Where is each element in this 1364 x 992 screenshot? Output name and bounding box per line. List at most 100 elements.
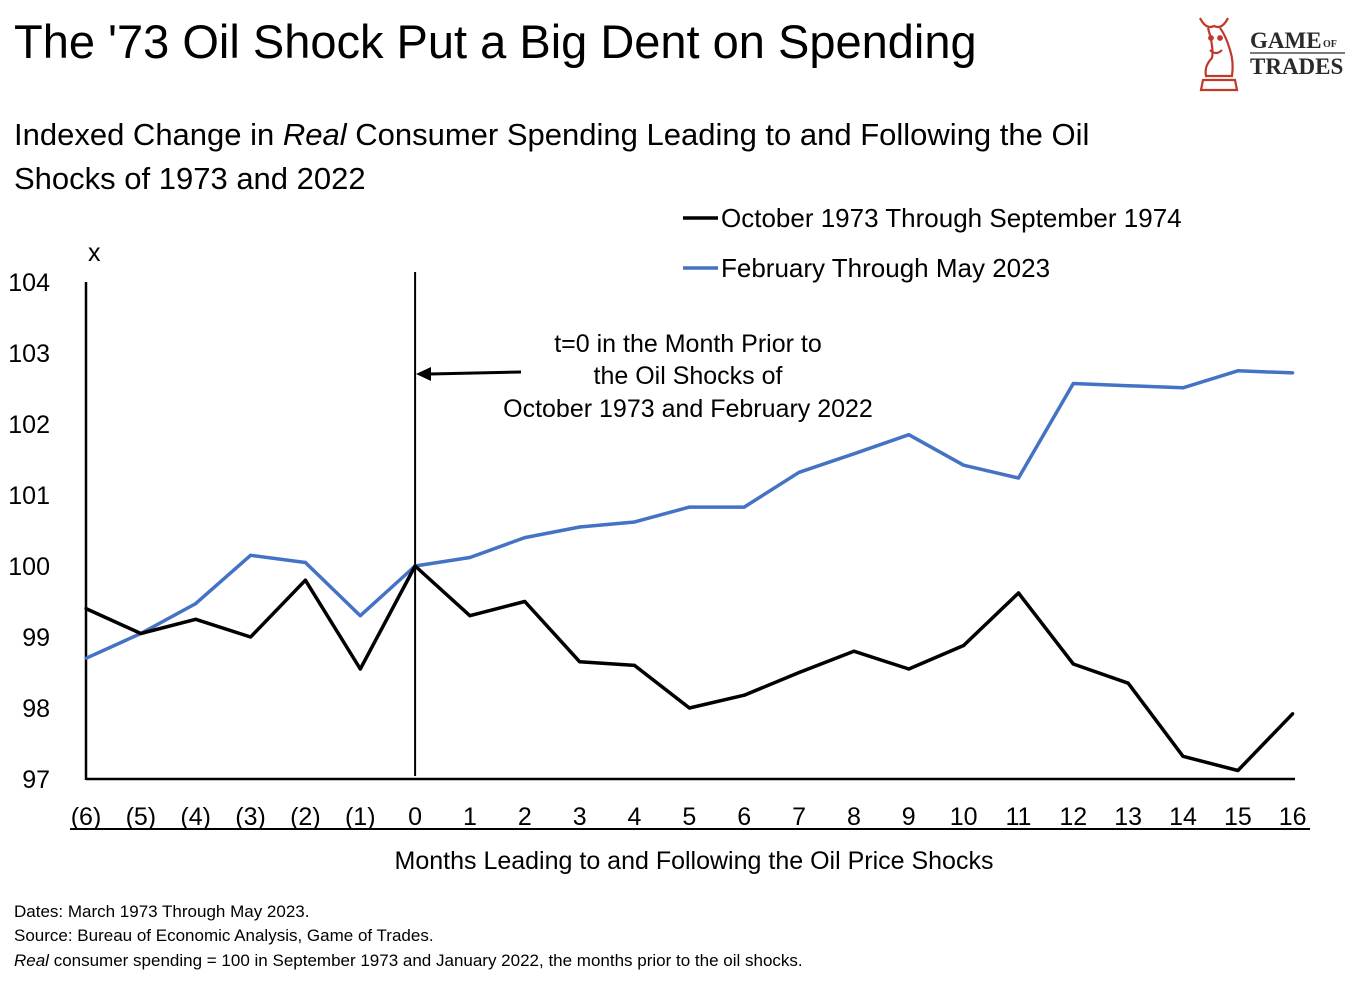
x-tick-label: 15 — [1224, 803, 1252, 831]
series-1973 — [84, 564, 1295, 773]
data-point — [468, 555, 472, 560]
data-point — [797, 470, 801, 474]
footnote-italic: Real — [14, 951, 50, 970]
data-point — [1181, 754, 1185, 758]
x-tick-label: (5) — [126, 803, 157, 831]
x-axis-title: Months Leading to and Following the Oil … — [395, 847, 994, 875]
y-tick-label: 101 — [8, 482, 50, 510]
y-tick-label: 100 — [8, 553, 50, 581]
data-point — [303, 578, 307, 582]
x-tick-label: 8 — [847, 803, 861, 831]
annotation-arrowhead — [416, 367, 431, 381]
x-tick-label: 9 — [902, 803, 916, 831]
y-tick-label: 102 — [8, 411, 50, 439]
data-point — [1016, 591, 1021, 595]
data-point — [1291, 371, 1295, 375]
data-point — [468, 614, 472, 618]
x-tick-label: 12 — [1059, 803, 1087, 831]
data-point — [523, 599, 527, 604]
data-point — [84, 607, 88, 611]
data-point — [1236, 369, 1240, 373]
y-corner-label: x — [88, 239, 101, 267]
x-tick-label: (2) — [290, 803, 321, 831]
x-tick-label: 16 — [1279, 803, 1307, 831]
subtitle-part-italic: Real — [283, 117, 348, 152]
data-point — [1016, 476, 1021, 480]
data-point — [1291, 712, 1295, 716]
chart-title: The '73 Oil Shock Put a Big Dent on Spen… — [14, 15, 977, 68]
data-point — [687, 505, 692, 509]
data-point — [962, 643, 966, 648]
data-point — [962, 463, 966, 467]
legend-label-1973: October 1973 Through September 1974 — [721, 203, 1182, 233]
data-point — [1236, 768, 1240, 773]
annotation-arrow-shaft — [429, 370, 522, 376]
y-tick-labels: 97 98 99 100 101 102 103 104 — [8, 269, 50, 794]
data-point — [1126, 384, 1130, 388]
data-point — [632, 663, 637, 668]
data-point — [852, 452, 856, 456]
x-tick-label: 13 — [1114, 803, 1142, 831]
x-tick-label: (4) — [180, 803, 211, 831]
x-tick-label: 0 — [408, 803, 422, 831]
x-tick-label: 10 — [950, 803, 978, 831]
x-tick-label: 4 — [628, 803, 642, 831]
x-tick-label: 5 — [682, 803, 696, 831]
x-tick-label: (6) — [71, 803, 102, 831]
x-tick-label: 1 — [463, 803, 477, 831]
y-tick-label: 99 — [22, 624, 50, 652]
series-layer — [84, 369, 1295, 773]
footnote-source: Source: Bureau of Economic Analysis, Gam… — [14, 926, 434, 945]
x-tick-label: 14 — [1169, 803, 1197, 831]
data-point — [139, 631, 143, 636]
data-point — [907, 667, 911, 671]
x-tick-label: 11 — [1005, 803, 1031, 831]
chart-subtitle-line2: Shocks of 1973 and 2022 — [14, 161, 366, 196]
data-point — [84, 656, 88, 660]
subtitle-part-1: Indexed Change in — [14, 117, 283, 152]
x-tick-label: 2 — [518, 803, 532, 831]
y-tick-label: 103 — [8, 340, 50, 368]
footnote-rest: consumer spending = 100 in September 197… — [49, 951, 803, 970]
data-point — [1126, 681, 1130, 685]
data-point — [742, 693, 746, 697]
annotation-line-3: October 1973 and February 2022 — [503, 395, 873, 423]
data-point — [852, 649, 856, 653]
data-point — [687, 706, 692, 710]
annotation-line-2: the Oil Shocks of — [594, 362, 783, 390]
x-tick-labels: (6) (5) (4) (3) (2) (1) 0 1 2 3 4 5 6 7 8 9 10 11 12 13 14 15… — [71, 803, 1307, 831]
data-point — [194, 602, 198, 606]
data-point — [249, 635, 253, 639]
data-point — [907, 433, 911, 437]
x-tick-label: 7 — [792, 803, 806, 831]
data-point — [742, 505, 746, 509]
data-point — [578, 660, 582, 664]
line-1973 — [85, 564, 1294, 773]
data-point — [249, 553, 253, 557]
x-tick-label: 3 — [573, 803, 587, 831]
logo-line1-small: OF — [1323, 39, 1337, 50]
data-point — [1071, 662, 1075, 666]
data-point — [523, 536, 527, 540]
legend-label-2023: February Through May 2023 — [721, 253, 1050, 283]
t0-annotation: t=0 in the Month Prior to the Oil Shocks… — [416, 330, 873, 423]
x-tick-label: (3) — [235, 803, 266, 831]
data-point — [1181, 386, 1185, 390]
footnote-definition: Real consumer spending = 100 in Septembe… — [14, 951, 803, 970]
logo-line2: TRADES — [1250, 54, 1343, 79]
footnote-dates: Dates: March 1973 Through May 2023. — [14, 902, 309, 921]
game-of-trades-logo: GAME OF TRADES — [1199, 17, 1345, 92]
y-tick-label: 97 — [22, 766, 50, 794]
data-point — [194, 617, 198, 621]
data-point — [303, 560, 307, 565]
data-point — [358, 667, 362, 671]
legend: October 1973 Through September 1974 Febr… — [683, 203, 1182, 283]
chart-subtitle-line1: Indexed Change in Real Consumer Spending… — [14, 117, 1089, 152]
bull-chess-knight-icon — [1199, 17, 1239, 92]
data-point — [1071, 381, 1075, 386]
data-point — [413, 564, 417, 568]
subtitle-part-3: Consumer Spending Leading to and Followi… — [347, 117, 1090, 152]
y-tick-label: 98 — [22, 695, 50, 723]
y-tick-label: 104 — [8, 269, 50, 297]
